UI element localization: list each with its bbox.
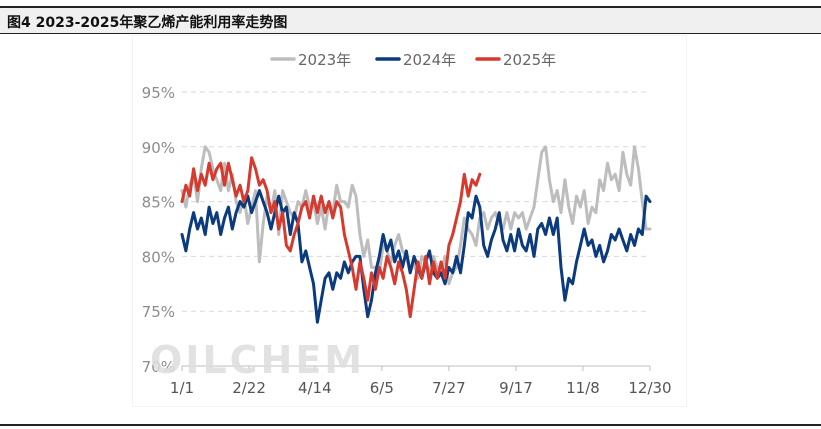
figure-title: 图4 2023-2025年聚乙烯产能利用率走势图	[7, 15, 288, 31]
watermark-logo: OILCHEM	[150, 338, 366, 382]
legend-label-0: 2023年	[298, 51, 351, 69]
y-tick-label: 75%	[142, 303, 175, 321]
grid-layer	[182, 91, 650, 312]
y-tick-label: 95%	[142, 84, 175, 102]
y-tick-label: 80%	[142, 248, 175, 266]
series-line-2	[180, 156, 482, 319]
x-tick-label: 12/30	[628, 379, 671, 397]
x-tick-label: 7/27	[432, 379, 466, 397]
x-tick-label: 2/22	[232, 379, 266, 397]
x-tick-label: 4/14	[298, 379, 332, 397]
series-layer	[180, 145, 652, 324]
legend-label-1: 2024年	[403, 51, 456, 69]
y-tick-label: 85%	[142, 194, 175, 212]
y-tick-label: 70%	[142, 358, 175, 376]
x-tick-label: 11/8	[566, 379, 600, 397]
series-line-1	[180, 189, 652, 324]
figure-title-bar: 图4 2023-2025年聚乙烯产能利用率走势图	[0, 8, 821, 34]
x-tick-label: 1/1	[170, 379, 194, 397]
y-tick-label: 90%	[142, 139, 175, 157]
legend: 2023年 2024年 2025年	[270, 51, 556, 69]
legend-label-2: 2025年	[503, 51, 556, 69]
x-tick-label: 6/5	[370, 379, 394, 397]
axis-layer: 70% 75% 80% 85% 90% 95% 1/1 2/22 4/14 6/5 7/27 9/17…	[142, 84, 672, 397]
x-tick-label: 9/17	[499, 379, 533, 397]
